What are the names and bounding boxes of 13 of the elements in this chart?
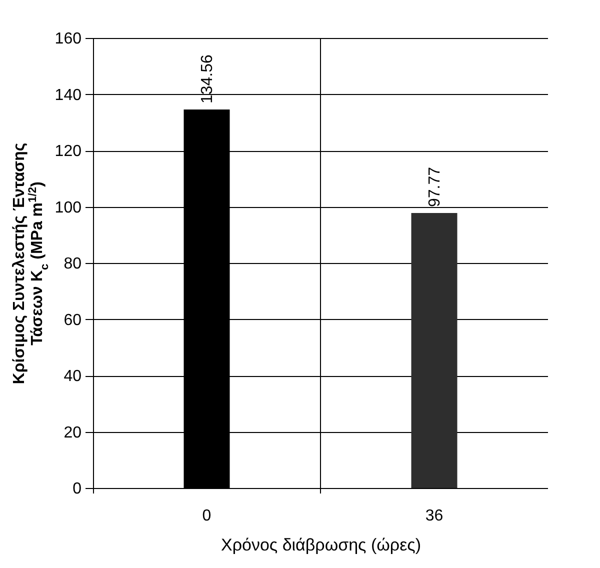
- y-tick-label: 40: [64, 368, 82, 385]
- y-tick-label: 160: [54, 30, 82, 48]
- y-tick-label: 140: [54, 86, 82, 104]
- data-label: 97.77: [426, 166, 444, 208]
- data-label: 134.56: [198, 54, 216, 104]
- y-tick-label: 100: [54, 199, 82, 216]
- y-tick-label: 0: [72, 480, 82, 498]
- y-tick-label: 80: [64, 256, 82, 272]
- y-tick-label: 120: [54, 143, 82, 160]
- y-tick-label: 60: [64, 312, 82, 329]
- x-tick-label: 36: [425, 508, 444, 524]
- y-tick-label: 20: [64, 424, 82, 442]
- x-axis-title: Χρόνος διάβρωσης (ώρες): [220, 536, 422, 554]
